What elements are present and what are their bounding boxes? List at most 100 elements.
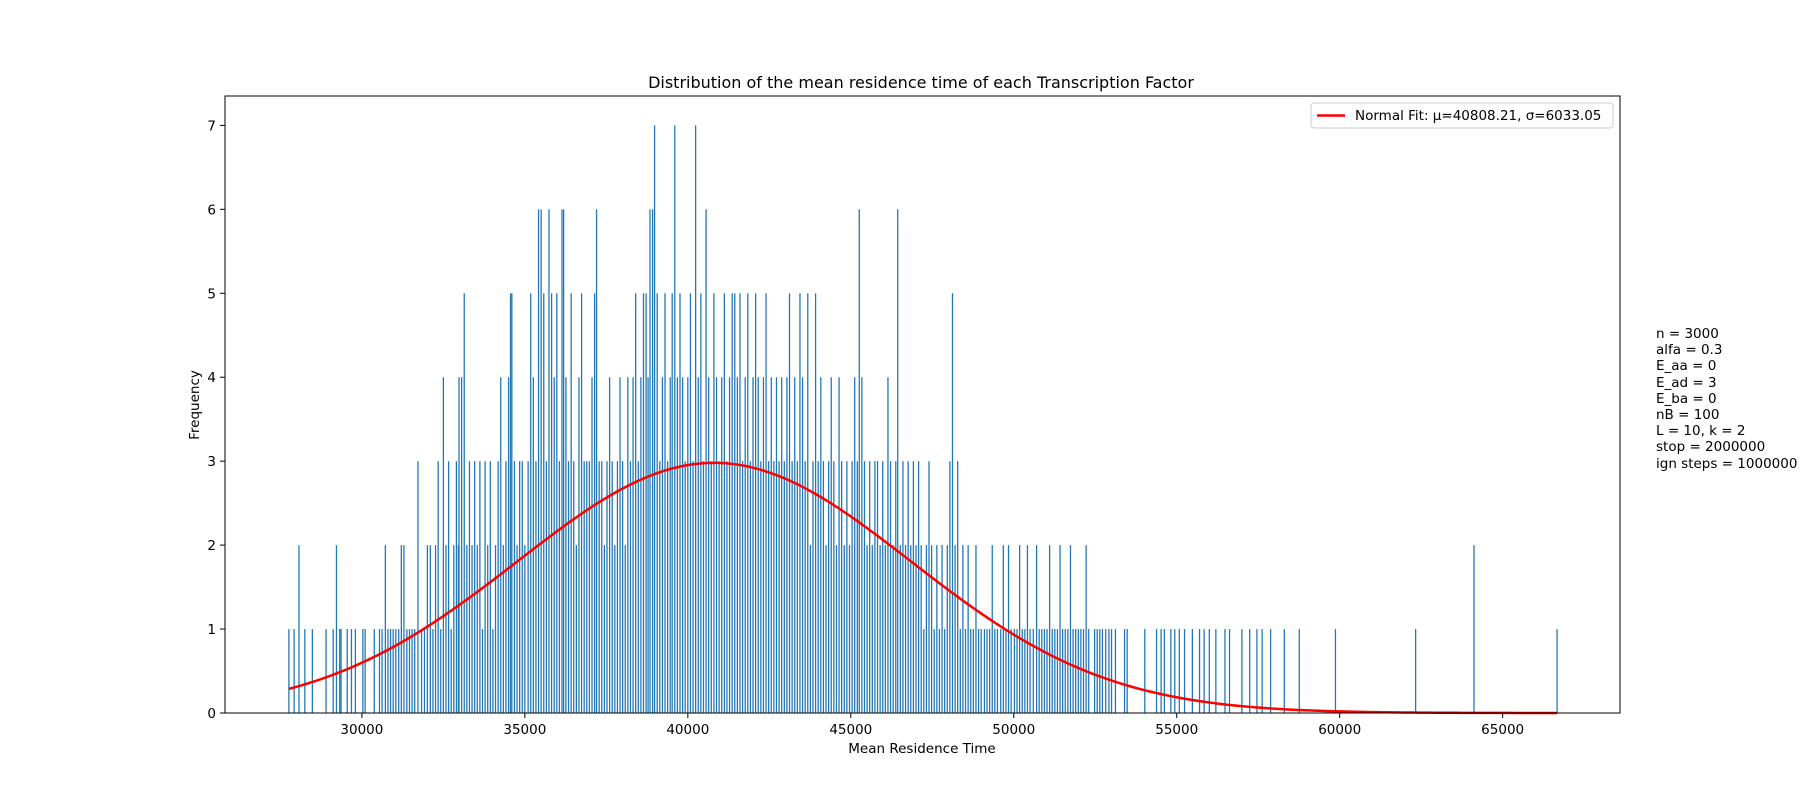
histogram-bar-291 <box>1096 629 1098 713</box>
histogram-bar-44 <box>455 461 458 713</box>
histogram-bar-3 <box>304 629 306 713</box>
histogram-bar-306 <box>1178 629 1180 713</box>
histogram-bar-232 <box>936 545 938 713</box>
histogram-bar-72 <box>527 461 529 713</box>
histogram-bar-132 <box>679 293 681 713</box>
param-line-4: E_ba = 0 <box>1656 390 1717 407</box>
histogram-bar-243 <box>964 629 967 713</box>
histogram-bar-73 <box>530 293 532 713</box>
histogram-bar-274 <box>1048 545 1051 713</box>
histogram-bar-85 <box>561 209 563 713</box>
histogram-bar-115 <box>637 461 639 713</box>
histogram-bar-39 <box>442 377 445 713</box>
histogram-bar-17 <box>381 629 383 713</box>
histogram-bar-205 <box>866 545 868 713</box>
y-tick-label-3: 3 <box>207 454 216 470</box>
histogram-bar-102 <box>603 545 606 713</box>
histogram-bar-92 <box>578 377 580 713</box>
x-tick-label-40000: 40000 <box>666 722 709 738</box>
histogram-bar-134 <box>684 461 686 713</box>
x-tick-label-35000: 35000 <box>503 722 546 738</box>
x-tick-label-60000: 60000 <box>1318 722 1361 738</box>
histogram-bar-175 <box>788 293 791 713</box>
histogram-bar-168 <box>773 461 775 713</box>
param-line-5: nB = 100 <box>1656 407 1720 424</box>
histogram-bar-125 <box>661 377 664 713</box>
histogram-bar-170 <box>778 461 780 713</box>
histogram-bar-201 <box>856 461 858 713</box>
histogram-bar-197 <box>846 461 848 713</box>
histogram-bar-100 <box>598 461 600 713</box>
histogram-bar-152 <box>731 293 733 713</box>
histogram-bar-226 <box>920 545 922 713</box>
histogram-bar-95 <box>586 461 588 713</box>
histogram-bar-267 <box>1029 629 1031 713</box>
histogram-bar-84 <box>558 461 561 713</box>
histogram-bar-246 <box>972 629 974 713</box>
histogram-bar-236 <box>946 545 948 713</box>
histogram-bar-157 <box>744 377 746 713</box>
histogram-bar-319 <box>1269 629 1272 713</box>
histogram-bar-140 <box>700 293 702 713</box>
histogram-bar-128 <box>669 377 671 713</box>
histogram-bar-284 <box>1075 629 1077 713</box>
histogram-bar-238 <box>951 293 954 713</box>
histogram-bar-19 <box>387 629 389 713</box>
histogram-bar-47 <box>463 293 465 713</box>
histogram-bar-323 <box>1415 629 1417 713</box>
histogram-bar-196 <box>843 545 845 713</box>
histogram-bar-281 <box>1067 629 1069 713</box>
histogram-bar-172 <box>457 545 459 713</box>
histogram-bar-283 <box>1072 629 1074 713</box>
histogram-bar-24 <box>400 545 402 713</box>
histogram-bar-51 <box>474 461 476 713</box>
histogram-bar-14 <box>364 629 366 713</box>
histogram-bar-129 <box>671 293 673 713</box>
histogram-bar-262 <box>1016 629 1018 713</box>
histogram-bar-59 <box>494 545 497 713</box>
histogram-bar-114 <box>635 293 637 713</box>
histogram-bar-310 <box>1203 629 1205 713</box>
histogram-bar-214 <box>889 461 892 713</box>
histogram-bar-60 <box>497 461 499 713</box>
histogram-bar-185 <box>814 293 817 713</box>
histogram-bar-97 <box>591 377 593 713</box>
histogram-bar-45 <box>458 377 460 713</box>
param-line-1: alfa = 0.3 <box>1656 342 1723 359</box>
histogram-bar-217 <box>897 209 899 713</box>
histogram-bar-148 <box>721 377 723 713</box>
histogram-bar-228 <box>925 545 928 713</box>
legend: Normal Fit: μ=40808.21, σ=6033.05 <box>1310 102 1614 129</box>
histogram-bar-131 <box>676 377 679 713</box>
histogram-bar-188 <box>822 461 825 713</box>
histogram-bar-282 <box>1069 545 1072 713</box>
histogram-bar-99 <box>595 209 598 713</box>
histogram-bar-166 <box>768 461 770 713</box>
histogram-bar-218 <box>899 545 901 713</box>
histogram-bar-182 <box>807 293 809 713</box>
histogram-bar-76 <box>537 209 540 713</box>
histogram-bar-271 <box>1041 629 1043 713</box>
y-tick-label-6: 6 <box>207 202 216 218</box>
histogram-bar-75 <box>535 461 537 713</box>
histogram-bar-184 <box>812 461 814 713</box>
param-line-8: ign steps = 1000000 <box>1656 455 1798 472</box>
y-tick-label-5: 5 <box>207 286 216 302</box>
histogram-bar-298 <box>1123 629 1126 713</box>
simulation-parameters: n = 3000 alfa = 0.3 E_aa = 0 E_ad = 3 E_ba =… <box>1656 326 1797 472</box>
histogram-bar-292 <box>1099 629 1101 713</box>
histogram-bar-34 <box>429 545 431 713</box>
histogram-bar-294 <box>1105 629 1107 713</box>
histogram-bar-112 <box>629 461 632 713</box>
histogram-bar-309 <box>1198 629 1201 713</box>
histogram-bar-222 <box>910 545 912 713</box>
histogram-bar-288 <box>1085 545 1087 713</box>
param-line-6: L = 10, k = 2 <box>1656 423 1746 440</box>
histogram-bar-117 <box>642 293 645 713</box>
histogram-bar-98 <box>593 293 596 713</box>
histogram-bar-302 <box>1160 629 1162 713</box>
histogram-bar-48 <box>466 545 468 713</box>
histogram-bar-273 <box>1046 629 1048 713</box>
histogram-bar-242 <box>962 545 964 713</box>
histogram-bar-108 <box>619 377 621 713</box>
